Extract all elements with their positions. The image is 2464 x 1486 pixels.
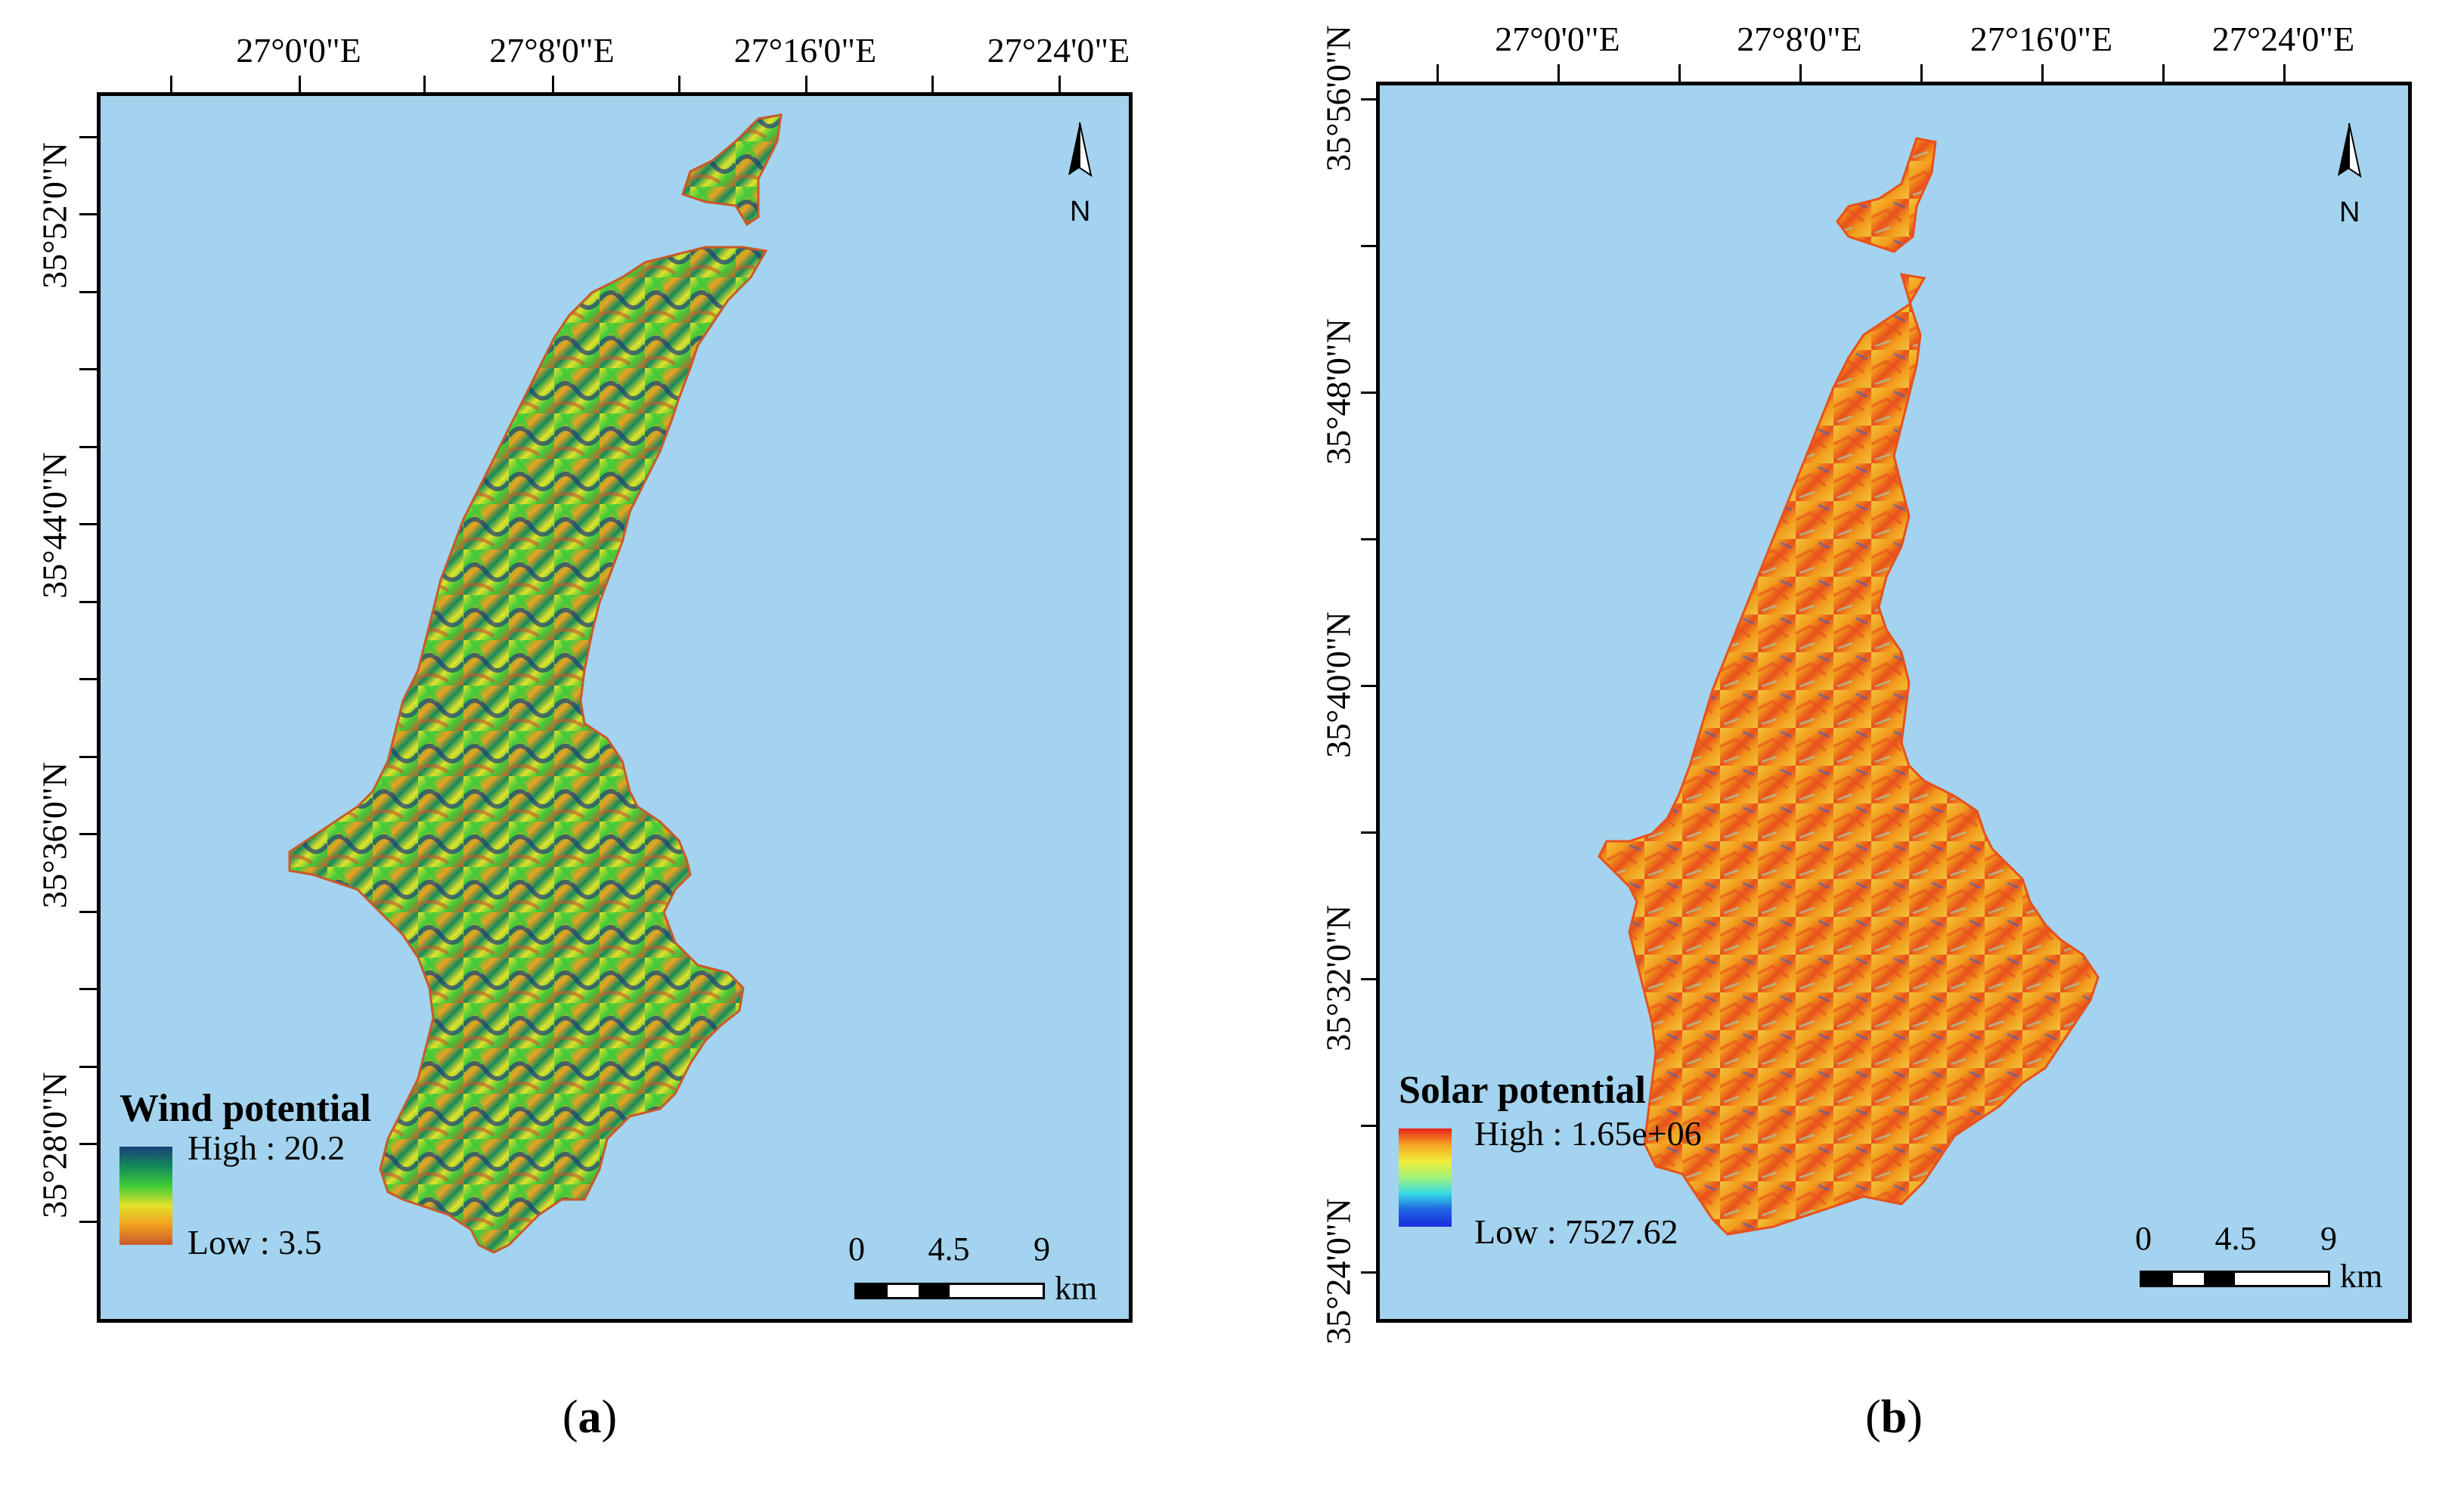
solar-island-shape xyxy=(1598,137,2100,1236)
north-label: N xyxy=(1070,196,1091,228)
latitude-label: 35°40'0"N xyxy=(1319,611,1358,758)
top-tick xyxy=(423,76,426,94)
scale-unit: km xyxy=(1055,1270,1098,1307)
top-tick xyxy=(1799,64,1802,83)
top-tick xyxy=(552,76,554,94)
scale-bar xyxy=(2140,1271,2330,1287)
longitude-label: 27°24'0"E xyxy=(987,31,1130,70)
north-label: N xyxy=(2339,197,2360,228)
top-tick xyxy=(2041,64,2044,83)
scale-label: 4.5 xyxy=(928,1231,970,1268)
legend-title: Wind potential xyxy=(119,1087,371,1130)
top-tick xyxy=(1058,76,1061,94)
top-tick xyxy=(2162,64,2165,83)
longitude-label: 27°16'0"E xyxy=(733,31,877,70)
latitude-label: 35°36'0"N xyxy=(35,762,74,909)
latitude-label: 35°52'0"N xyxy=(35,142,74,289)
longitude-label: 27°0'0"E xyxy=(236,31,361,70)
left-tick xyxy=(1361,1271,1380,1274)
left-tick xyxy=(1361,98,1380,101)
wind-map-frame: N Wind potential High : 20.2 Low : 3.5 0… xyxy=(97,92,1133,1323)
left-tick xyxy=(79,1143,98,1145)
left-tick xyxy=(1361,685,1380,687)
top-tick xyxy=(1437,64,1439,83)
left-tick xyxy=(79,523,98,525)
scale-label: 9 xyxy=(1034,1231,1050,1268)
left-tick xyxy=(79,446,98,448)
longitude-label: 27°8'0"E xyxy=(489,31,615,70)
left-tick xyxy=(1361,831,1380,834)
scale-label: 4.5 xyxy=(2215,1220,2257,1257)
left-tick xyxy=(79,368,98,370)
longitude-label: 27°8'0"E xyxy=(1737,20,1862,58)
left-tick xyxy=(1361,978,1380,980)
left-tick xyxy=(1361,392,1380,394)
latitude-label: 35°24'0"N xyxy=(1319,1198,1358,1345)
panel-caption: (b) xyxy=(1865,1392,1923,1443)
scale-label: 0 xyxy=(848,1231,865,1268)
left-tick xyxy=(1361,1125,1380,1127)
left-tick xyxy=(79,291,98,293)
top-tick xyxy=(1557,64,1560,83)
top-tick xyxy=(678,76,680,94)
top-tick xyxy=(299,76,301,94)
latitude-label: 35°48'0"N xyxy=(1319,318,1358,465)
scale-unit: km xyxy=(2340,1258,2383,1295)
top-tick xyxy=(1920,64,1923,83)
left-tick xyxy=(79,1221,98,1223)
legend-color-ramp xyxy=(1399,1128,1452,1227)
latitude-label: 35°32'0"N xyxy=(1319,905,1358,1051)
legend-title: Solar potential xyxy=(1399,1069,1646,1112)
legend-low-label: Low : 3.5 xyxy=(188,1223,322,1262)
left-tick xyxy=(79,678,98,680)
legend-high-label: High : 1.65e+06 xyxy=(1474,1114,1702,1153)
solar-map-frame: N Solar potential High : 1.65e+06 Low : … xyxy=(1376,82,2412,1323)
latitude-label: 35°56'0"N xyxy=(1319,25,1358,172)
latitude-label: 35°44'0"N xyxy=(35,452,74,599)
longitude-label: 27°16'0"E xyxy=(1970,20,2113,58)
top-tick xyxy=(931,76,934,94)
latitude-label: 35°28'0"N xyxy=(35,1072,74,1218)
panel-b: 27°0'0"E 27°8'0"E 27°16'0"E 27°24'0"E 35… xyxy=(1285,0,2464,1486)
longitude-label: 27°24'0"E xyxy=(2211,20,2355,58)
left-tick xyxy=(79,833,98,835)
top-tick xyxy=(2283,64,2286,83)
left-tick xyxy=(79,756,98,758)
left-tick xyxy=(79,136,98,138)
top-tick xyxy=(1678,64,1681,83)
top-tick xyxy=(805,76,807,94)
north-arrow-icon xyxy=(1068,122,1093,178)
left-tick xyxy=(79,988,98,990)
scale-bar xyxy=(854,1283,1045,1299)
scale-label: 0 xyxy=(2135,1220,2152,1257)
left-tick xyxy=(79,213,98,215)
panel-a: 27°0'0"E 27°8'0"E 27°16'0"E 27°24'0"E 35… xyxy=(0,0,1179,1486)
left-tick xyxy=(79,911,98,913)
north-arrow-icon xyxy=(2338,122,2362,178)
legend-high-label: High : 20.2 xyxy=(188,1128,346,1167)
left-tick xyxy=(1361,245,1380,247)
panel-caption: (a) xyxy=(562,1392,618,1443)
legend-color-ramp xyxy=(119,1147,172,1245)
wind-island-shape xyxy=(288,113,783,1254)
left-tick xyxy=(79,1066,98,1068)
left-tick xyxy=(79,601,98,603)
legend-low-label: Low : 7527.62 xyxy=(1474,1212,1678,1251)
top-tick xyxy=(170,76,172,94)
longitude-label: 27°0'0"E xyxy=(1495,20,1620,58)
left-tick xyxy=(1361,538,1380,540)
scale-label: 9 xyxy=(2320,1220,2337,1257)
